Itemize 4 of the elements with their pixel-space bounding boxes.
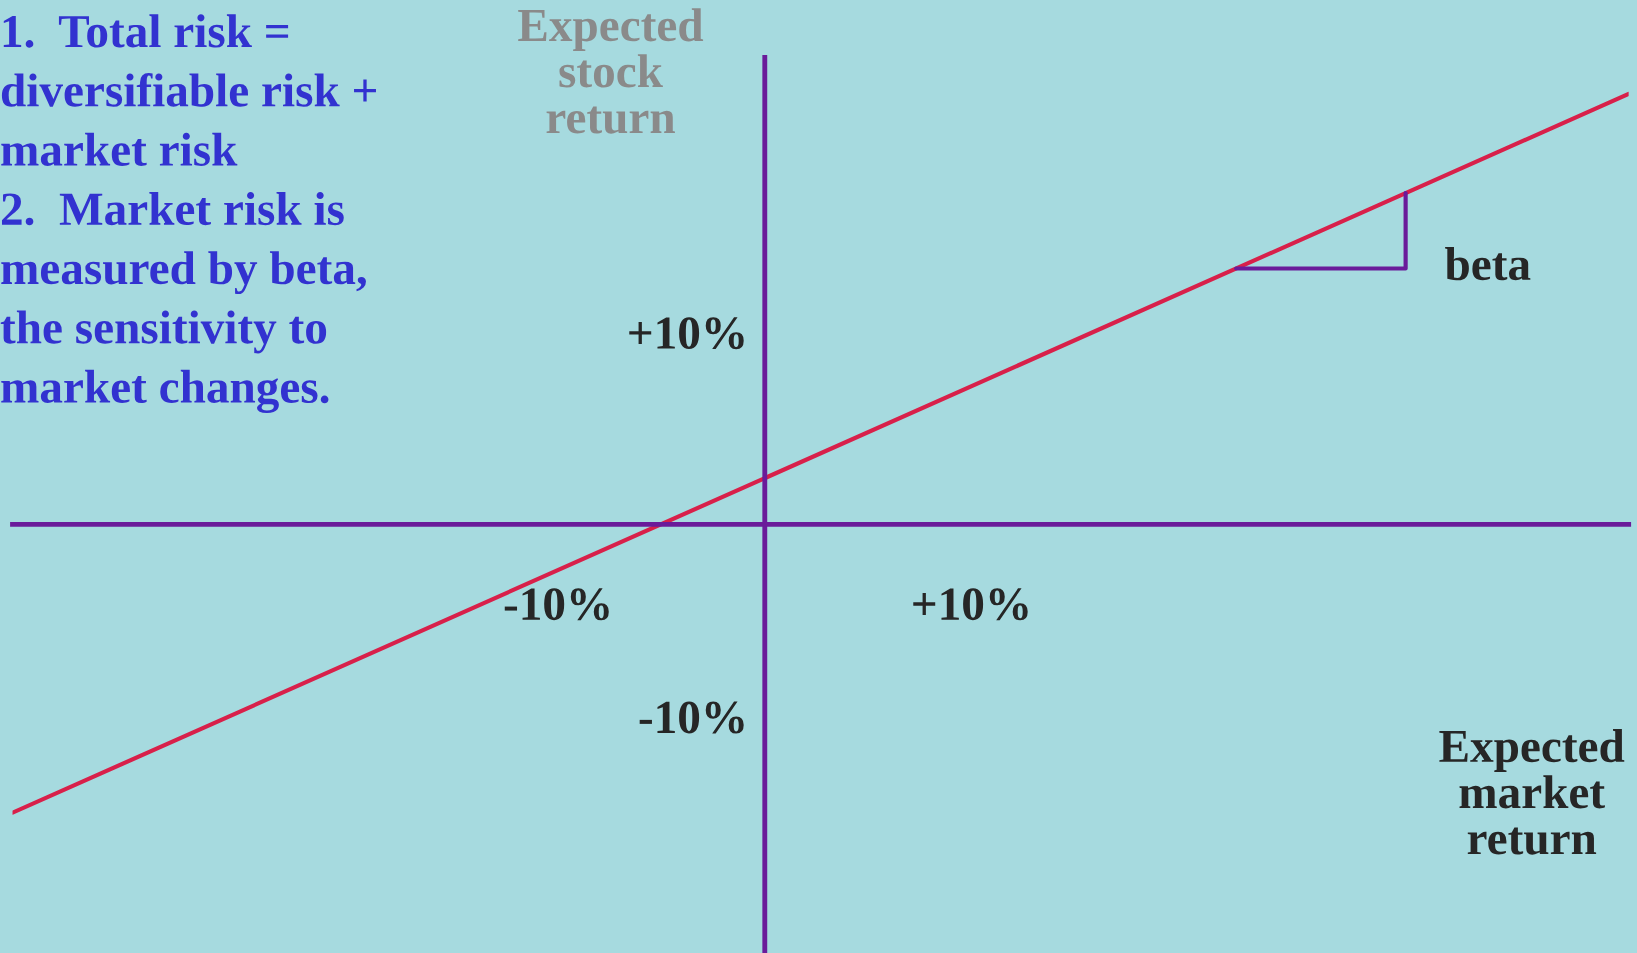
x-axis-title: Expected market return [1439,729,1625,855]
y-axis-title: Expected stock return [518,8,704,134]
annotation: 1. Total risk = diversifiable risk + market risk 2. Market risk is measured by beta, the sensitivity to market changes. [0,14,376,414]
annotation: beta [1445,247,1531,281]
